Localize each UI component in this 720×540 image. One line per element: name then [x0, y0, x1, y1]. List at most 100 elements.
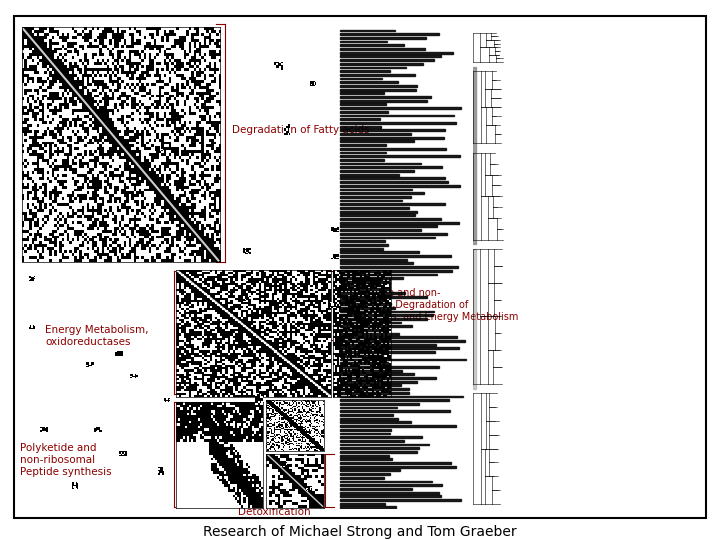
Bar — [340, 252, 419, 253]
Bar — [340, 507, 396, 508]
Bar — [340, 188, 413, 191]
Bar — [340, 229, 420, 231]
Bar — [340, 244, 388, 246]
Bar — [473, 66, 476, 244]
Bar — [340, 107, 462, 109]
Bar — [340, 114, 454, 117]
Bar — [340, 366, 438, 368]
Bar — [340, 377, 436, 379]
Bar — [340, 318, 428, 320]
Bar — [340, 462, 451, 464]
Bar — [340, 192, 423, 194]
Bar — [340, 477, 384, 479]
Bar — [340, 344, 436, 346]
Bar — [340, 82, 398, 83]
Bar — [340, 218, 441, 220]
Bar — [340, 440, 404, 442]
Bar — [340, 458, 392, 460]
Bar — [340, 469, 400, 471]
Bar — [340, 262, 413, 264]
Bar — [340, 211, 417, 213]
Bar — [340, 166, 442, 168]
Bar — [340, 74, 415, 76]
Bar — [340, 159, 384, 161]
Text: Degradation of Fatty acids: Degradation of Fatty acids — [232, 125, 369, 134]
Bar — [340, 307, 395, 309]
Bar — [340, 152, 386, 153]
Bar — [340, 170, 414, 172]
Bar — [340, 133, 411, 135]
Bar — [340, 436, 423, 438]
Text: Polyketide and non-
ribosomal,Degradation of
Fatty acids, and Energy Metabolism: Polyketide and non- ribosomal,Degradatio… — [344, 288, 518, 322]
Bar — [340, 381, 418, 383]
Bar — [340, 248, 383, 249]
Bar — [340, 63, 423, 65]
Bar — [340, 274, 437, 275]
Bar — [340, 259, 407, 261]
Bar — [340, 59, 433, 61]
Bar — [340, 396, 463, 397]
Bar — [340, 196, 411, 198]
Bar — [340, 388, 409, 390]
Bar — [340, 200, 402, 201]
Bar — [340, 204, 445, 205]
Bar — [340, 270, 452, 272]
Bar — [340, 370, 402, 372]
Bar — [340, 33, 438, 35]
Bar — [340, 126, 382, 127]
Bar — [340, 473, 390, 475]
Text: Polyketide and
non-ribosomal
Peptide synthesis: Polyketide and non-ribosomal Peptide syn… — [20, 443, 112, 477]
Bar — [340, 429, 391, 431]
Bar — [340, 118, 379, 120]
Bar — [340, 314, 433, 316]
Bar — [340, 310, 434, 312]
Bar — [340, 421, 411, 423]
Bar — [340, 414, 393, 416]
Bar — [340, 285, 381, 287]
Bar — [340, 222, 459, 224]
Bar — [340, 296, 428, 298]
Bar — [340, 178, 446, 179]
Bar — [340, 433, 390, 434]
Bar — [340, 303, 392, 305]
Bar — [340, 359, 466, 360]
Bar — [340, 237, 435, 239]
Bar — [340, 373, 413, 375]
Bar — [340, 214, 415, 216]
Bar — [340, 399, 449, 401]
Bar — [340, 226, 438, 227]
Bar — [340, 92, 384, 94]
Bar — [340, 407, 397, 408]
Bar — [340, 292, 405, 294]
Bar — [340, 174, 398, 176]
Bar — [340, 111, 388, 113]
Bar — [340, 418, 398, 420]
Bar — [340, 89, 416, 91]
Bar — [340, 325, 412, 327]
Bar — [340, 384, 401, 386]
Bar — [340, 329, 388, 331]
Bar — [340, 52, 454, 53]
Bar — [340, 255, 451, 257]
Bar — [340, 30, 395, 31]
Bar — [340, 362, 388, 364]
Bar — [340, 336, 457, 338]
Bar — [340, 163, 421, 165]
Bar — [340, 348, 459, 349]
Bar — [340, 425, 456, 427]
Bar — [340, 451, 418, 453]
Bar — [340, 481, 432, 482]
Bar — [340, 44, 405, 46]
Bar — [340, 144, 386, 146]
Bar — [340, 40, 387, 43]
Bar — [340, 492, 438, 494]
Bar — [340, 70, 390, 72]
Bar — [340, 495, 441, 497]
Bar — [340, 333, 400, 335]
Bar — [340, 56, 441, 57]
Bar — [340, 392, 409, 394]
Bar — [340, 37, 426, 39]
Bar — [340, 48, 425, 50]
Bar — [340, 66, 405, 69]
Bar — [340, 156, 459, 157]
